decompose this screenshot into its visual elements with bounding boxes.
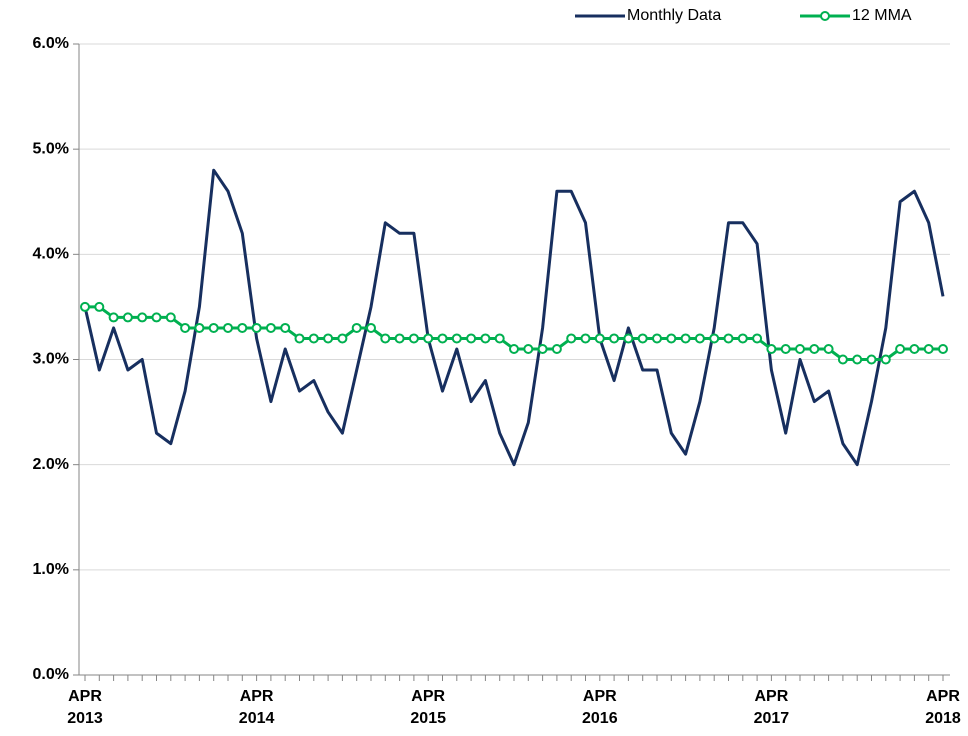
x-tick-label: APR 2015 (410, 688, 446, 727)
series-marker (666, 333, 677, 344)
series-marker (280, 322, 291, 333)
series-marker (137, 312, 148, 323)
series-marker (408, 333, 419, 344)
legend-marker (820, 11, 830, 21)
series-marker (94, 301, 105, 312)
series-marker (80, 301, 90, 312)
series-marker (494, 333, 505, 344)
series-marker (165, 312, 176, 323)
series-marker (580, 333, 591, 344)
series-marker (780, 343, 791, 354)
legend-label: Monthly Data (627, 7, 721, 24)
y-tick-label: 2.0% (33, 456, 69, 473)
x-tick-label: APR 2017 (753, 688, 790, 727)
series-marker (194, 322, 205, 333)
series-marker (237, 322, 248, 333)
series-marker (265, 322, 276, 333)
series-marker (623, 333, 634, 344)
y-tick-label: 4.0% (33, 246, 69, 263)
x-tick-label: APR 2018 (925, 688, 961, 727)
series-marker (423, 333, 434, 344)
series-marker (451, 333, 462, 344)
series-marker (795, 343, 805, 354)
series-marker (251, 322, 262, 333)
series-marker (895, 343, 906, 354)
series-marker (909, 343, 920, 354)
series-marker (366, 322, 376, 333)
series-marker (880, 354, 891, 365)
series-marker (537, 343, 548, 354)
series-marker (480, 333, 491, 344)
y-tick-label: 6.0% (33, 35, 69, 52)
series-marker (766, 343, 777, 354)
series-marker (380, 333, 391, 344)
x-tick-label: APR 2013 (67, 688, 103, 727)
series-marker (723, 333, 734, 344)
series-marker (122, 312, 133, 323)
series-marker (866, 354, 877, 365)
y-tick-label: 0.0% (33, 666, 69, 683)
series-line (83, 168, 945, 467)
y-tick-label: 5.0% (33, 140, 69, 157)
series-marker (223, 322, 233, 333)
series-marker (609, 333, 620, 344)
series-marker (308, 333, 319, 344)
series-marker (809, 343, 820, 354)
series-marker (466, 333, 477, 344)
series-marker (180, 322, 191, 333)
series-marker (837, 354, 848, 365)
series-marker (394, 333, 405, 344)
series-marker (208, 322, 219, 333)
series-marker (437, 333, 448, 344)
series-marker (509, 343, 519, 354)
x-tick-label: APR 2014 (238, 688, 275, 727)
series-marker (823, 343, 834, 354)
series-marker (294, 333, 305, 344)
series-marker (938, 343, 948, 354)
series-marker (709, 333, 720, 344)
series-marker (551, 343, 562, 354)
series-marker (108, 312, 119, 323)
x-tick-label: APR 2016 (582, 688, 618, 727)
series-marker (752, 333, 763, 344)
series-marker (694, 333, 705, 344)
series-marker (351, 322, 362, 333)
y-tick-label: 1.0% (33, 561, 69, 578)
series-marker (523, 343, 534, 354)
series-marker (323, 333, 334, 344)
series-marker (151, 312, 162, 323)
legend-label: 12 MMA (852, 7, 912, 24)
series-marker (852, 354, 863, 365)
series-marker (923, 343, 934, 354)
series-marker (652, 333, 662, 344)
series-marker (637, 333, 648, 344)
series-marker (566, 333, 577, 344)
series-marker (680, 333, 691, 344)
series-marker (337, 333, 348, 344)
series-marker (737, 333, 748, 344)
y-tick-label: 3.0% (33, 351, 69, 368)
series-marker (594, 333, 605, 344)
